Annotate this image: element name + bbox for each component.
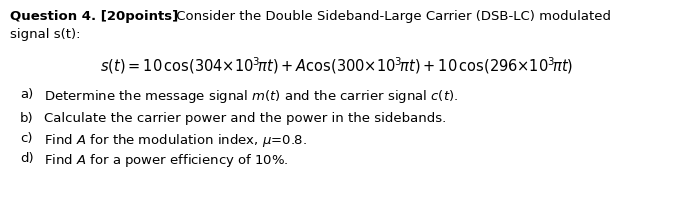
- Text: b): b): [20, 112, 34, 125]
- Text: signal s(t):: signal s(t):: [10, 28, 80, 41]
- Text: Consider the Double Sideband-Large Carrier (DSB-LC) modulated: Consider the Double Sideband-Large Carri…: [172, 10, 611, 23]
- Text: Find $A$ for the modulation index, $\mu$=0.8.: Find $A$ for the modulation index, $\mu$…: [44, 132, 307, 149]
- Text: c): c): [20, 132, 32, 145]
- Text: $s(t) = 10\,\cos(304{\times}10^3\!\pi t) + A\cos(300{\times}10^3\!\pi t) + 10\,\: $s(t) = 10\,\cos(304{\times}10^3\!\pi t)…: [100, 55, 573, 76]
- Text: Question 4. [20points]: Question 4. [20points]: [10, 10, 178, 23]
- Text: Calculate the carrier power and the power in the sidebands.: Calculate the carrier power and the powe…: [44, 112, 447, 125]
- Text: Find $A$ for a power efficiency of 10%.: Find $A$ for a power efficiency of 10%.: [44, 152, 288, 169]
- Text: d): d): [20, 152, 34, 165]
- Text: Determine the message signal $m(t)$ and the carrier signal $c(t)$.: Determine the message signal $m(t)$ and …: [44, 88, 458, 105]
- Text: a): a): [20, 88, 34, 101]
